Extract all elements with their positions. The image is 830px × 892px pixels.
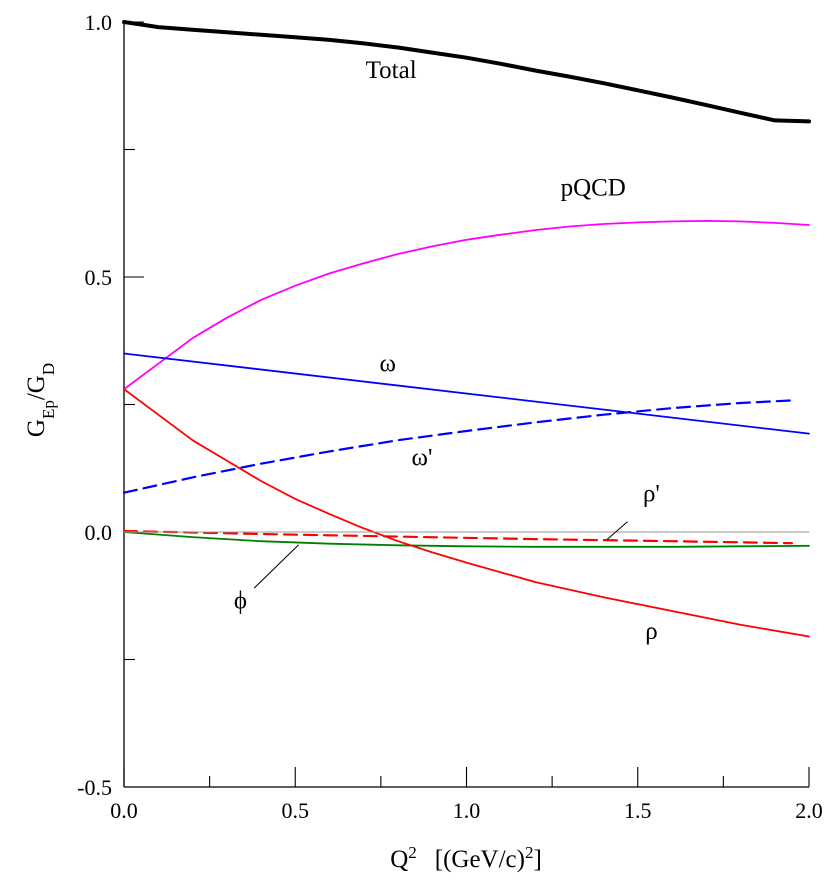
y-axis-title-main: G <box>23 419 50 437</box>
x-tick-label: 1.5 <box>624 798 652 823</box>
rho-prime-leader-line <box>606 521 628 541</box>
x-tick-label: 0.0 <box>110 798 138 823</box>
x-axis-title: Q2 [(GeV/c)2] <box>390 843 542 874</box>
series-line-solid <box>123 352 810 435</box>
series-line-solid <box>123 388 810 638</box>
plot-area: 0.0 0.5 1.0 1.5 2.0-0.50.00.51.0TotalpQCDωω'… <box>77 10 823 823</box>
y-tick-label: -0.5 <box>77 775 112 800</box>
series-line-dashed <box>122 529 794 545</box>
y-axis-title-mid: /G <box>23 375 50 400</box>
curve-label: ρ' <box>643 480 660 507</box>
curve-label: ω <box>379 350 395 377</box>
y-axis-title-sub2: D <box>39 363 58 375</box>
series-line-dashed <box>122 399 794 494</box>
x-axis-title-unit: [(GeV/c) <box>435 846 525 873</box>
curve-label: Total <box>366 57 417 84</box>
x-tick-label: 1.0 <box>453 798 481 823</box>
y-axis-title: GEp/GD <box>23 363 58 437</box>
series-line-solid <box>123 531 810 548</box>
series-line-pqcd <box>123 219 810 391</box>
y-tick-label: 0.5 <box>85 265 113 290</box>
curve-label: ϕ <box>234 588 247 615</box>
curve-label: pQCD <box>561 174 626 201</box>
curve-label: ω' <box>411 445 432 472</box>
x-axis-title-sup1: 2 <box>408 843 417 862</box>
series-line-total <box>122 20 811 124</box>
x-tick-label: 2.0 <box>795 798 823 823</box>
y-tick-label: 1.0 <box>85 10 113 35</box>
phi-leader-line <box>253 544 300 589</box>
x-tick-label: 0.5 <box>282 798 310 823</box>
curve-label: ρ <box>645 618 657 645</box>
y-axis-title-sub1: Ep <box>39 400 58 419</box>
x-axis-title-main: Q <box>390 846 408 873</box>
x-axis-title-close: ] <box>533 846 541 873</box>
y-tick-label: 0.0 <box>85 520 113 545</box>
x-axis-title-sup2: 2 <box>525 843 534 862</box>
